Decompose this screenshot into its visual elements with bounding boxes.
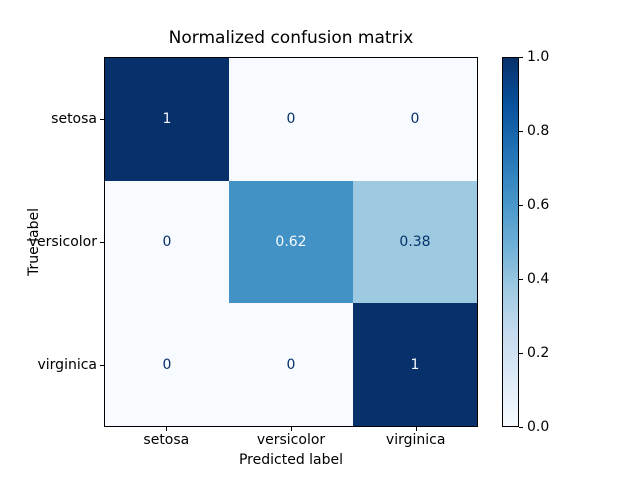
x-tick-mark [291,427,292,431]
matrix-cell: 0 [105,180,229,304]
matrix-cell: 0 [105,303,229,426]
x-tick-label: setosa [143,432,190,448]
matrix-cell: 0 [229,58,353,181]
matrix-cell: 0.62 [229,180,353,304]
y-tick-label: versicolor [28,234,97,250]
matrix-cell: 1 [105,58,229,181]
matrix-cell: 1 [353,303,477,426]
colorbar-tick-label: 0.0 [527,419,550,435]
colorbar-tick-label: 0.2 [527,345,550,361]
colorbar-tick-mark [519,353,523,354]
chart-title: Normalized confusion matrix [168,28,414,48]
colorbar-tick-mark [519,427,523,428]
y-tick-label: virginica [37,357,98,374]
colorbar-tick-mark [519,279,523,280]
x-tick-label: virginica [385,432,446,448]
x-tick-mark [166,427,168,431]
matrix-cell: 0 [229,303,353,426]
x-tick-mark [415,427,417,431]
colorbar-tick-label: 0.8 [527,123,550,139]
x-axis-label: Predicted label [238,452,344,468]
y-tick-mark [100,242,104,243]
colorbar-tick-label: 0.4 [527,271,550,287]
matrix-cell: 0 [353,58,477,181]
x-tick-label: versicolor [256,432,326,448]
y-tick-mark [100,365,104,367]
colorbar-tick-mark [519,131,523,132]
y-tick-mark [100,118,104,120]
y-tick-label: setosa [51,110,97,127]
colorbar-tick-mark [519,57,523,58]
colorbar-tick-label: 1.0 [527,49,550,65]
matrix-cell: 0.38 [353,180,477,304]
colorbar-tick-label: 0.6 [527,197,550,213]
heatmap-grid: 1 0 0 0 0.62 0.38 0 0 1 [104,57,478,427]
colorbar [502,57,519,427]
colorbar-tick-mark [519,205,523,206]
